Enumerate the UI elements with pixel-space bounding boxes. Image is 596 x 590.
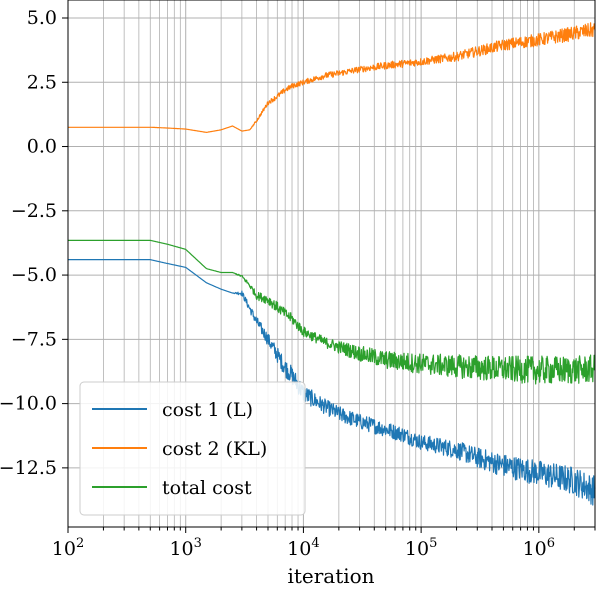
series-line-cost-2-kl <box>67 22 596 133</box>
y-tick-label: −2.5 <box>11 200 57 222</box>
y-tick-label: −10.0 <box>0 393 57 415</box>
legend-label-total-cost: total cost <box>162 477 252 499</box>
y-tick-label: −12.5 <box>0 457 57 479</box>
plot-frame <box>67 0 596 528</box>
y-tick-label: −7.5 <box>11 328 57 350</box>
x-tick-label: 106 <box>523 536 555 560</box>
legend-label-cost-1: cost 1 (L) <box>162 399 253 421</box>
legend-label-cost-2: cost 2 (KL) <box>162 438 267 460</box>
legend-box <box>79 381 306 516</box>
legend: cost 1 (L) cost 2 (KL) total cost <box>79 381 306 516</box>
x-tick-label: 104 <box>287 536 319 560</box>
plot-area <box>67 22 596 506</box>
series-line-total-cost <box>67 239 596 385</box>
y-tick-label: 0.0 <box>27 136 57 158</box>
x-tick-label: 105 <box>405 536 437 560</box>
axes-ticks: 102 103 104 105 106 5.0 2.5 0.0 −2.5 −5.0 −7.5 −10.… <box>0 7 596 560</box>
x-tick-label: 103 <box>169 536 201 560</box>
series-line-cost-1-l <box>67 259 596 506</box>
y-tick-label: 2.5 <box>27 71 57 93</box>
y-tick-label: 5.0 <box>27 7 57 29</box>
y-tick-label: −5.0 <box>11 264 57 286</box>
x-axis-label: iteration <box>287 564 374 588</box>
x-tick-label: 102 <box>52 536 84 560</box>
